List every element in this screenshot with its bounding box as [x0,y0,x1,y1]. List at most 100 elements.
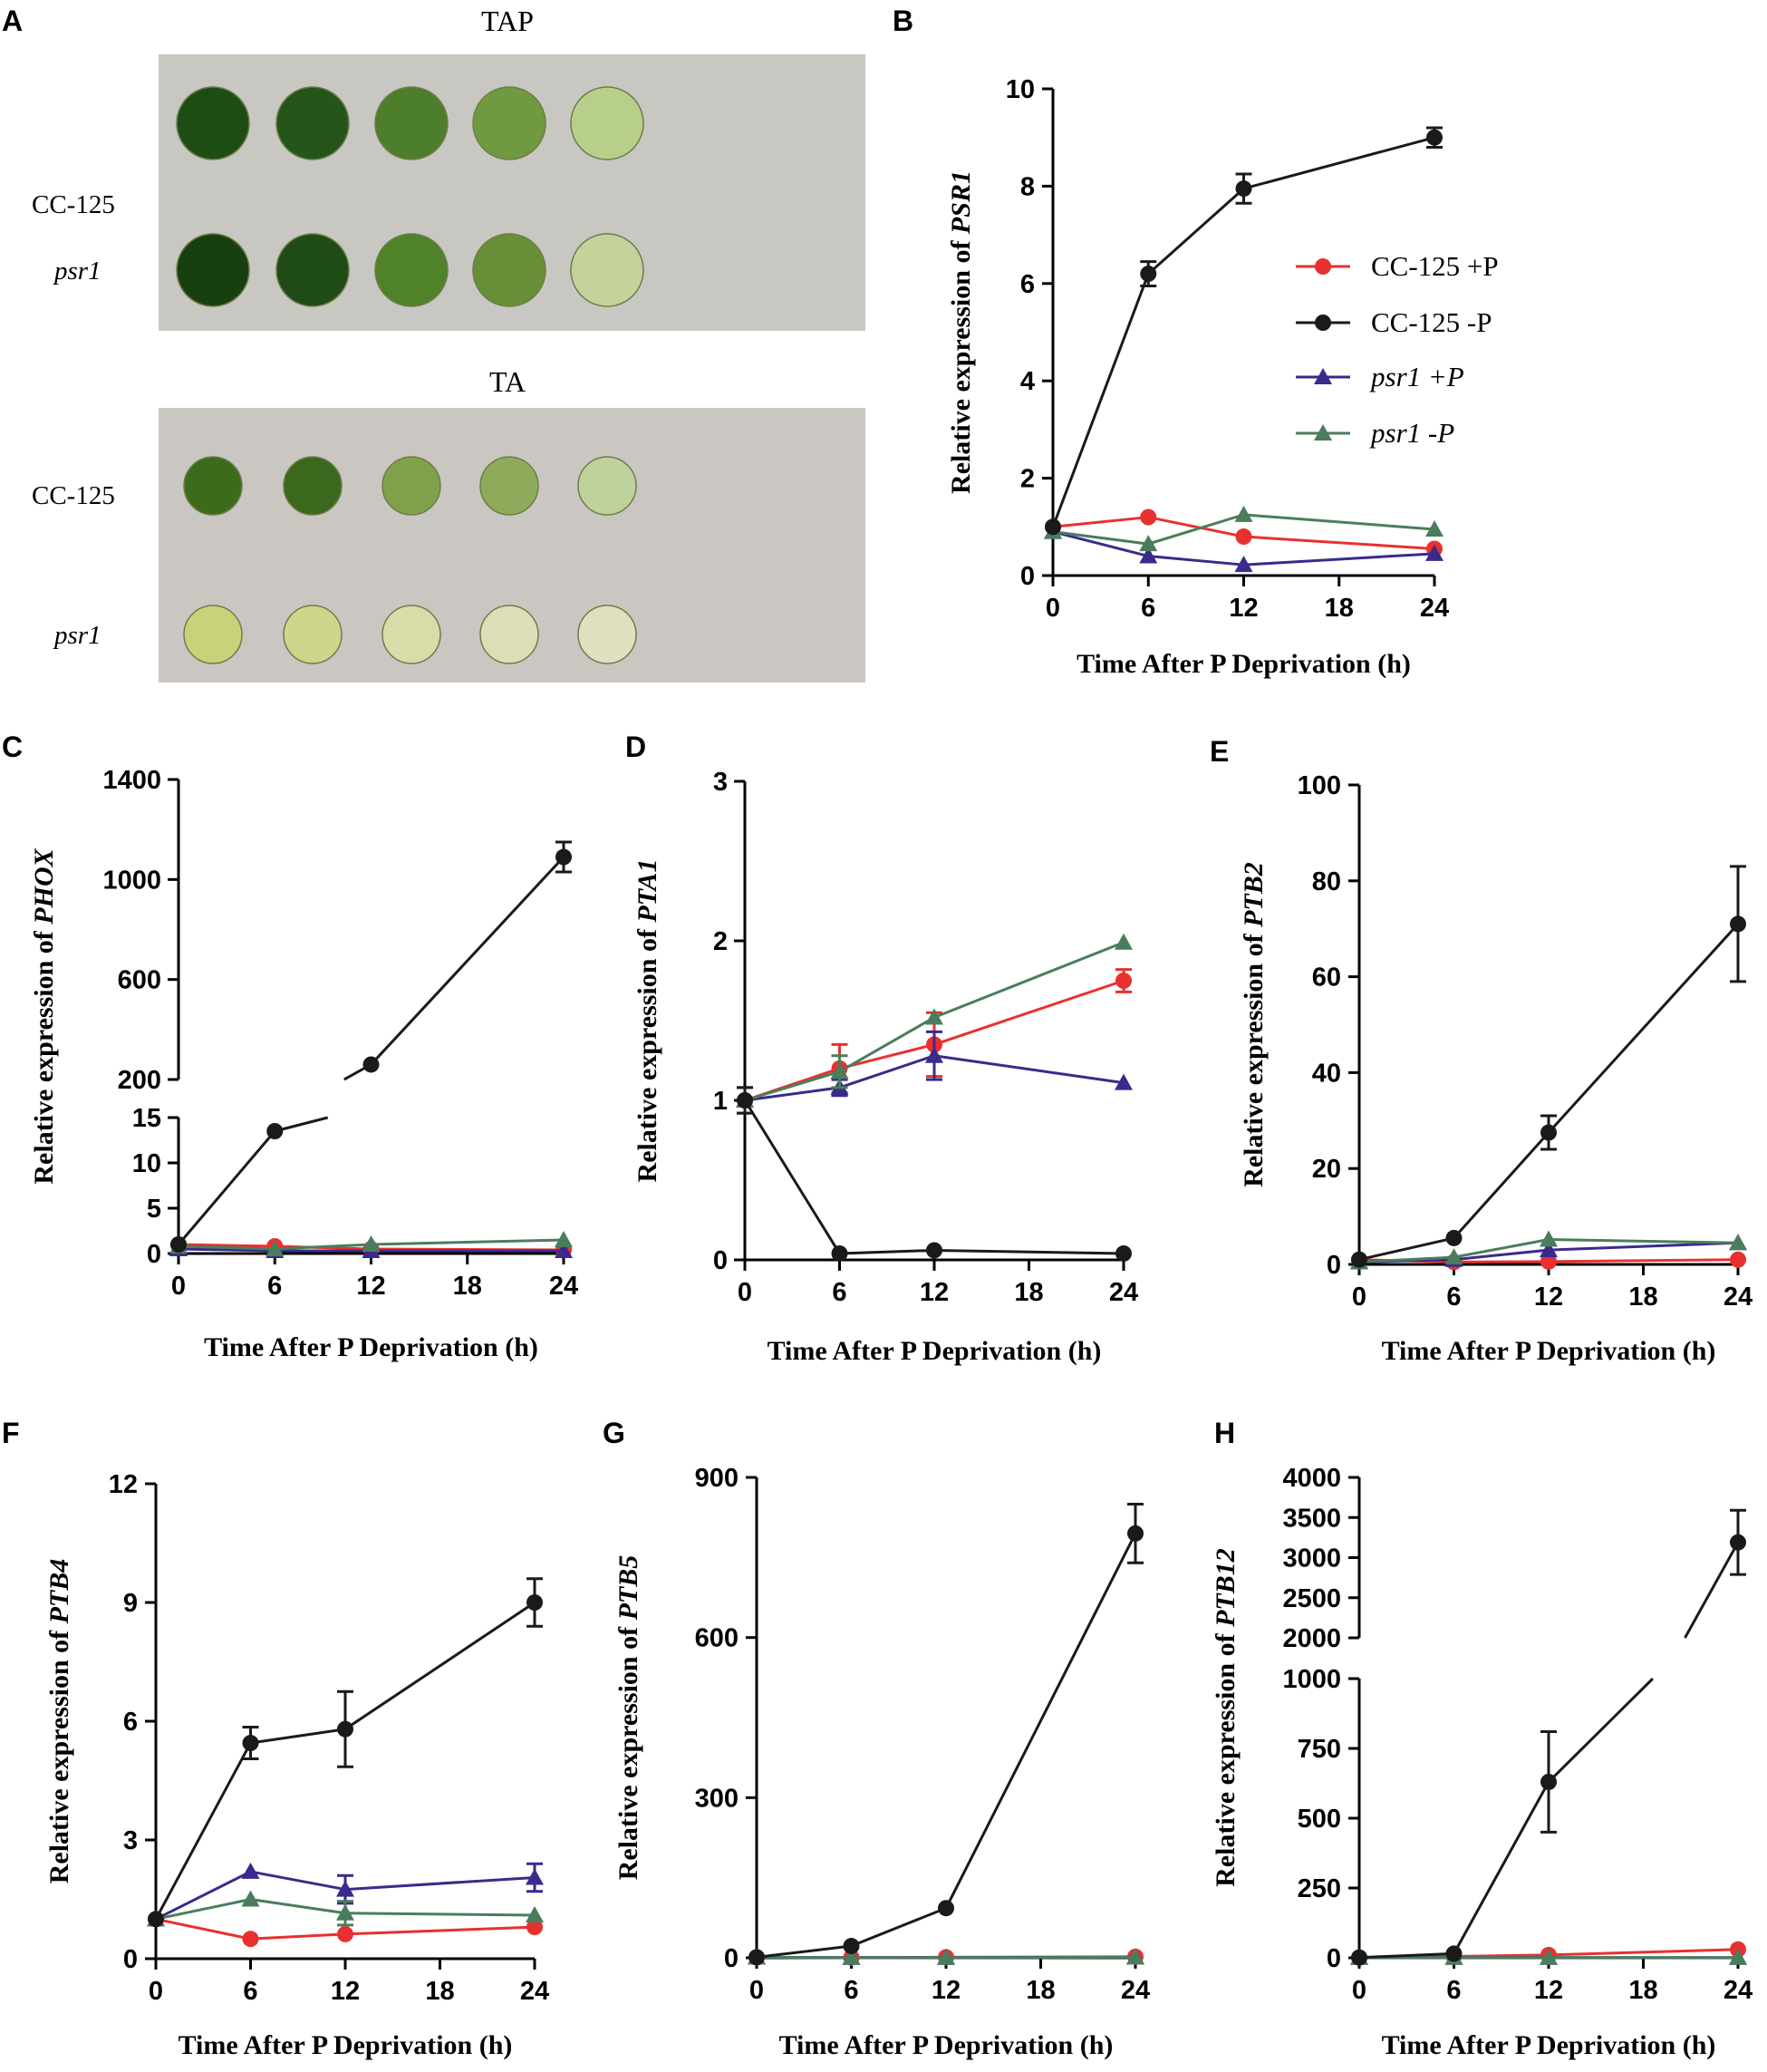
data-point [1140,508,1157,526]
colony-spot [570,233,644,307]
series-line [1548,1241,1739,1252]
x-axis-title: Time After P Deprivation (h) [179,2030,513,2060]
data-point [937,1948,955,1965]
series-line [250,1898,346,1915]
colony-spot [176,233,250,307]
y-tick-label: 1000 [102,866,161,895]
y-axis-title-prefix: Relative expression of [613,1620,643,1880]
series-line [744,1086,840,1102]
data-point [1234,556,1253,573]
y-tick-label: 2 [713,927,728,956]
y-tick-label: 80 [1312,867,1341,896]
y-tick-label: 6 [1020,270,1035,299]
data-point [925,1046,943,1063]
chart-e: 0 20 40 60 80 100 0 6 12 18 24 Time After P Depriva… [1239,771,1753,1366]
data-point [1730,1534,1746,1551]
data-point [362,1235,381,1252]
panel-letter-e: E [1210,735,1229,768]
y-axis-title: Relative expression of PTB12 [1211,1548,1241,1887]
panel-letter-a: A [2,5,23,37]
legend-entry-psr1-minus-p: psr1 -P [1296,417,1454,449]
colony-spot [479,456,539,516]
colony-spot [570,86,644,160]
y-axis-title-gene: PTB2 [1239,862,1269,928]
row-label-cc125-ta: CC-125 [32,481,115,510]
legend-entry-psr1-plus-p: psr1 +P [1296,361,1464,392]
y-axis-title: Relative expression of PTA1 [632,859,662,1183]
x-tick-label: 0 [738,1278,752,1307]
y-tick-label: 250 [1298,1874,1341,1903]
data-point [170,1236,187,1253]
x-tick-label: 6 [243,1977,257,2006]
y-tick-label: 300 [695,1784,739,1813]
series-line [850,1906,947,1948]
data-point [241,1890,260,1907]
data-point [1115,933,1133,950]
data-point [526,1868,544,1885]
series-line [371,1238,565,1246]
series-line [1243,552,1435,566]
data-point [926,1242,942,1259]
data-point [1540,1948,1558,1965]
legend: CC-125 +P CC-125 -P psr1 +P psr1 -P [1296,250,1499,449]
series-cc-125-p [1351,1508,1746,1966]
series-line [933,941,1125,1019]
x-tick-label: 12 [932,1976,961,2005]
data-point [337,1925,353,1942]
series-line [155,1917,251,1941]
data-point [526,1594,543,1611]
series-cc-125-p [170,840,572,1253]
x-tick-label: 0 [749,1976,764,2005]
series-cc-125-p [148,1577,543,1928]
legend-marker-psr1-plus-p [1314,368,1332,384]
row-label-psr1-tap: psr1 [53,257,101,286]
y-tick-label: 0 [713,1246,728,1275]
series-line [250,1870,346,1892]
y-tick-label: 0 [1327,1944,1341,1973]
series-line [178,1247,275,1253]
series-line [178,1243,275,1248]
y-tick-label: 2500 [1282,1584,1341,1613]
colony-spot [381,456,441,516]
series-line [250,1728,346,1745]
series-line [1548,1237,1739,1244]
y-axis-title: Relative expression of PTB5 [613,1555,643,1881]
series-line [1148,555,1244,566]
series-line [275,1243,372,1251]
x-tick-label: 0 [1352,1283,1366,1312]
series-line [1453,1248,1550,1262]
colony-spot [577,605,637,664]
y-tick-label: 500 [1298,1805,1341,1834]
data-point [748,1949,765,1966]
legend-label-cc125-plus-p: CC-125 +P [1371,250,1499,282]
data-point [737,1092,753,1109]
data-point [1127,1525,1144,1542]
y-axis-title-gene: PTA1 [632,859,662,924]
y-axis-title-prefix: Relative expression of [1211,1627,1241,1887]
series-line [370,856,565,1066]
y-tick-label: 3 [123,1826,138,1855]
y-tick-label: 0 [1020,562,1035,591]
series-line [250,1932,346,1941]
x-tick-label: 24 [1420,594,1449,623]
x-tick-label: 18 [425,1977,454,2006]
y-tick-label: 3000 [1282,1544,1341,1573]
row-label-psr1-ta: psr1 [53,621,101,650]
y-tick-label: 60 [1312,963,1341,992]
y-tick-label: 8 [1020,172,1035,201]
x-axis-title: Time After P Deprivation (h) [1382,2030,1716,2060]
series-line [1052,530,1149,557]
panel-letter-d: D [625,731,646,763]
legend-marker-cc125-plus-p [1315,258,1331,275]
data-point [1234,505,1253,522]
colony-spot [183,605,243,664]
x-tick-label: 6 [1446,1976,1461,2005]
series-line [933,979,1125,1046]
chart-h: 0 250 500 750 1000 2000 2500 3000 3500 4000 0 6 12 18… [1211,1464,1753,2060]
series-psr1-p [147,1862,544,1927]
series-line [1453,1781,1550,1955]
series-line [1051,273,1150,528]
